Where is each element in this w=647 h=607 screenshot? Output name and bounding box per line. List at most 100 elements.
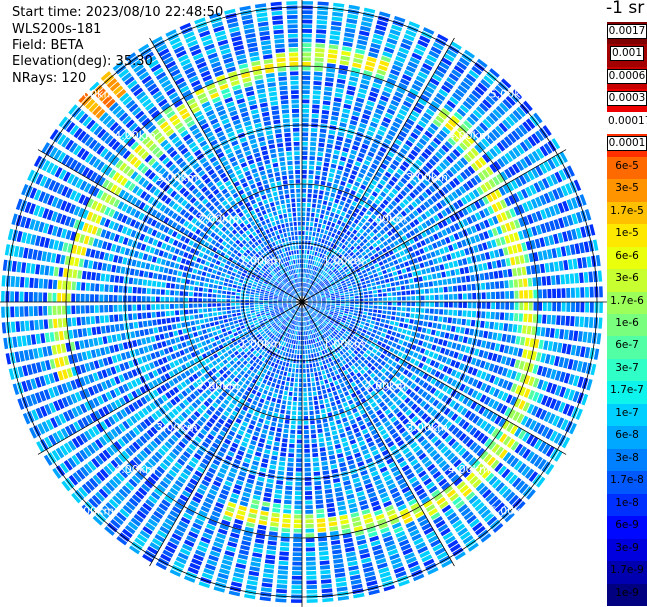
range-gate-cell — [347, 85, 356, 92]
range-gate-cell — [556, 315, 561, 326]
range-gate-cell — [220, 563, 232, 571]
range-gate-cell — [317, 326, 321, 331]
range-gate-cell — [335, 577, 347, 583]
range-gate-cell — [294, 514, 302, 519]
range-gate-cell — [323, 91, 332, 96]
range-gate-cell — [239, 357, 245, 363]
range-gate-cell — [296, 434, 302, 439]
range-gate-cell — [540, 263, 546, 274]
range-gate-cell — [540, 223, 547, 234]
range-gate-cell — [317, 532, 327, 537]
range-gate-cell — [498, 248, 504, 257]
range-gate-cell — [228, 590, 241, 597]
range-gate-cell — [307, 298, 312, 301]
range-gate-cell — [431, 155, 440, 163]
range-gate-cell — [438, 382, 445, 390]
range-gate-cell — [346, 328, 352, 333]
range-gate-cell — [441, 144, 450, 153]
range-gate-cell — [384, 540, 395, 547]
range-gate-cell — [244, 432, 251, 439]
range-gate-cell — [395, 423, 403, 431]
range-gate-cell — [398, 229, 404, 236]
range-gate-cell — [383, 302, 387, 306]
range-gate-cell — [183, 575, 196, 583]
range-gate-cell — [293, 519, 302, 524]
range-gate-cell — [352, 315, 357, 319]
range-gate-cell — [339, 261, 344, 266]
range-gate-cell — [396, 291, 401, 296]
range-gate-cell — [314, 328, 318, 333]
range-gate-cell — [583, 241, 590, 253]
range-gate-cell — [580, 302, 585, 313]
range-gate-cell — [354, 412, 360, 418]
range-gate-cell — [365, 61, 376, 68]
range-gate-cell — [235, 418, 242, 424]
range-gate-cell — [336, 496, 345, 502]
range-gate-cell — [283, 390, 288, 396]
range-gate-cell — [297, 411, 302, 416]
range-gate-cell — [372, 474, 381, 482]
range-gate-cell — [345, 426, 351, 432]
range-gate-cell — [490, 459, 500, 470]
range-gate-cell — [332, 154, 339, 160]
range-gate-cell — [487, 456, 496, 467]
range-gate-cell — [421, 456, 430, 464]
range-gate-cell — [441, 219, 448, 227]
range-gate-cell — [325, 332, 329, 337]
range-gate-cell — [315, 499, 324, 505]
range-gate-cell — [518, 124, 528, 135]
range-gate-cell — [337, 404, 343, 410]
range-gate-cell — [360, 21, 372, 28]
range-gate-cell — [565, 315, 570, 326]
range-gate-cell — [347, 367, 352, 373]
range-gate-cell — [376, 267, 381, 272]
range-gate-cell — [480, 382, 487, 392]
range-gate-cell — [425, 357, 432, 365]
range-gate-cell — [319, 447, 326, 452]
range-gate-cell — [260, 372, 266, 378]
range-gate-cell — [295, 486, 302, 491]
range-gate-cell — [460, 171, 468, 180]
range-gate-cell — [470, 225, 477, 234]
range-gate-cell — [363, 291, 368, 295]
range-gate-cell — [421, 254, 427, 261]
range-gate-cell — [416, 488, 426, 496]
range-gate-cell — [316, 294, 320, 297]
range-gate-cell — [411, 201, 418, 208]
range-gate-cell — [332, 549, 342, 555]
range-gate-cell — [316, 315, 320, 319]
range-gate-cell — [320, 276, 324, 280]
range-gate-cell — [456, 61, 468, 71]
range-gate-cell — [455, 326, 461, 333]
range-gate-cell — [532, 277, 537, 287]
range-gate-cell — [434, 294, 439, 300]
range-gate-cell — [255, 533, 266, 540]
range-gate-cell — [546, 249, 553, 259]
range-gate-cell — [409, 529, 420, 537]
range-gate-cell — [311, 382, 316, 387]
range-gate-cell — [389, 487, 399, 495]
range-gate-cell — [373, 273, 378, 278]
range-gate-cell — [374, 553, 385, 561]
range-gate-cell — [209, 550, 221, 558]
range-gate-cell — [361, 281, 366, 285]
range-gate-cell — [307, 310, 311, 315]
range-gate-cell — [330, 306, 335, 309]
range-gate-cell — [427, 322, 433, 328]
range-gate-cell — [273, 498, 282, 504]
range-gate-cell — [494, 462, 504, 473]
range-gate-cell — [394, 321, 399, 327]
range-gate-cell — [274, 373, 279, 379]
range-gate-cell — [210, 463, 219, 470]
range-gate-cell — [483, 219, 490, 228]
range-gate-cell — [331, 406, 337, 411]
range-gate-cell — [402, 329, 407, 334]
range-gate-cell — [331, 350, 336, 355]
range-gate-cell — [512, 244, 518, 254]
range-gate-cell — [417, 409, 425, 417]
range-gate-cell — [441, 559, 453, 568]
range-gate-cell — [379, 336, 384, 342]
range-gate-cell — [425, 295, 430, 301]
range-gate-cell — [311, 203, 316, 208]
range-gate-cell — [331, 300, 336, 302]
